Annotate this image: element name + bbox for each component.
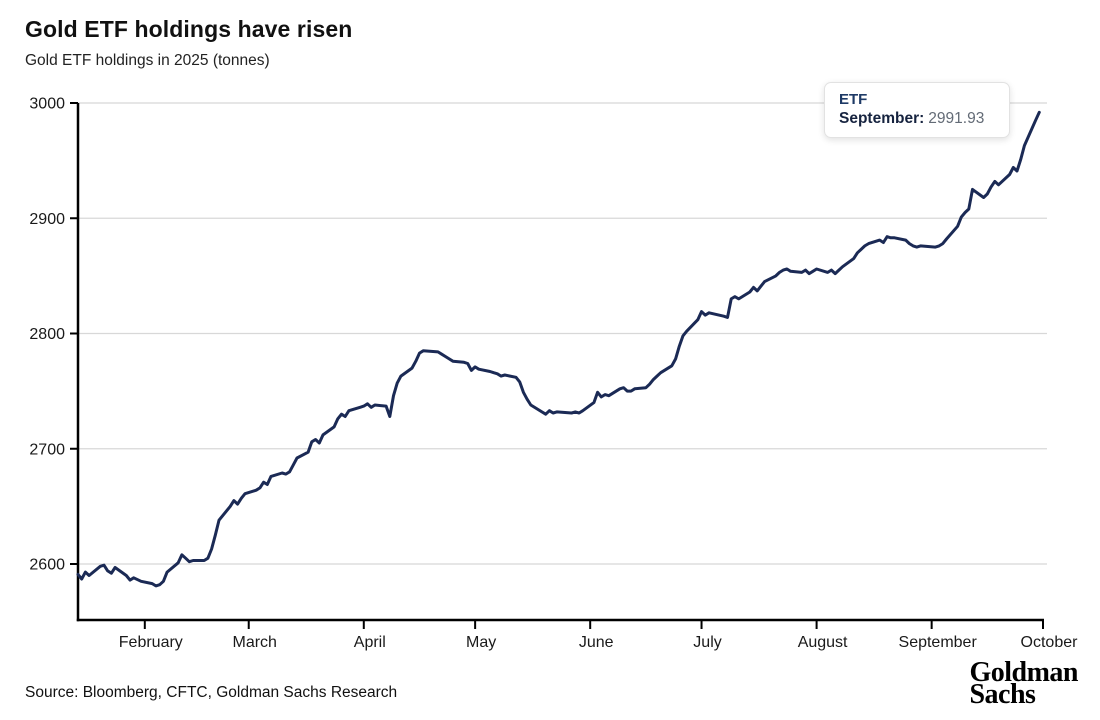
x-tick-label: May <box>466 634 496 651</box>
y-tick-label: 2700 <box>29 441 65 458</box>
etf-series-line[interactable] <box>76 110 1041 588</box>
source-note: Source: Bloomberg, CFTC, Goldman Sachs R… <box>25 684 398 701</box>
chart-tooltip: ETF September: 2991.93 <box>824 82 1010 138</box>
tooltip-point-value: 2991.93 <box>928 110 985 127</box>
x-tick-label: October <box>1021 634 1079 651</box>
logo-line-goldman: Goldman <box>969 657 1078 688</box>
x-tick-label: March <box>233 634 277 651</box>
chart-subtitle: Gold ETF holdings in 2025 (tonnes) <box>25 52 270 69</box>
goldman-sachs-logo: Goldman Sachs <box>969 657 1078 711</box>
y-tick-label: 2800 <box>29 326 65 343</box>
x-tick-label: July <box>693 634 721 651</box>
x-tick-label: August <box>798 634 848 651</box>
y-tick-label: 3000 <box>29 96 65 113</box>
tooltip-point-label: September: <box>839 110 925 127</box>
logo-line-sachs: Sachs <box>969 679 1036 711</box>
y-tick-label: 2900 <box>29 211 65 228</box>
x-tick-label: September <box>899 634 978 651</box>
x-tick-label: February <box>119 634 183 651</box>
chart-title: Gold ETF holdings have risen <box>25 16 353 42</box>
tooltip-series-label: ETF <box>839 91 868 108</box>
y-tick-label: 2600 <box>29 557 65 574</box>
tooltip-value-row: September: 2991.93 <box>839 110 995 128</box>
x-tick-label: April <box>354 634 386 651</box>
x-tick-label: June <box>579 634 614 651</box>
